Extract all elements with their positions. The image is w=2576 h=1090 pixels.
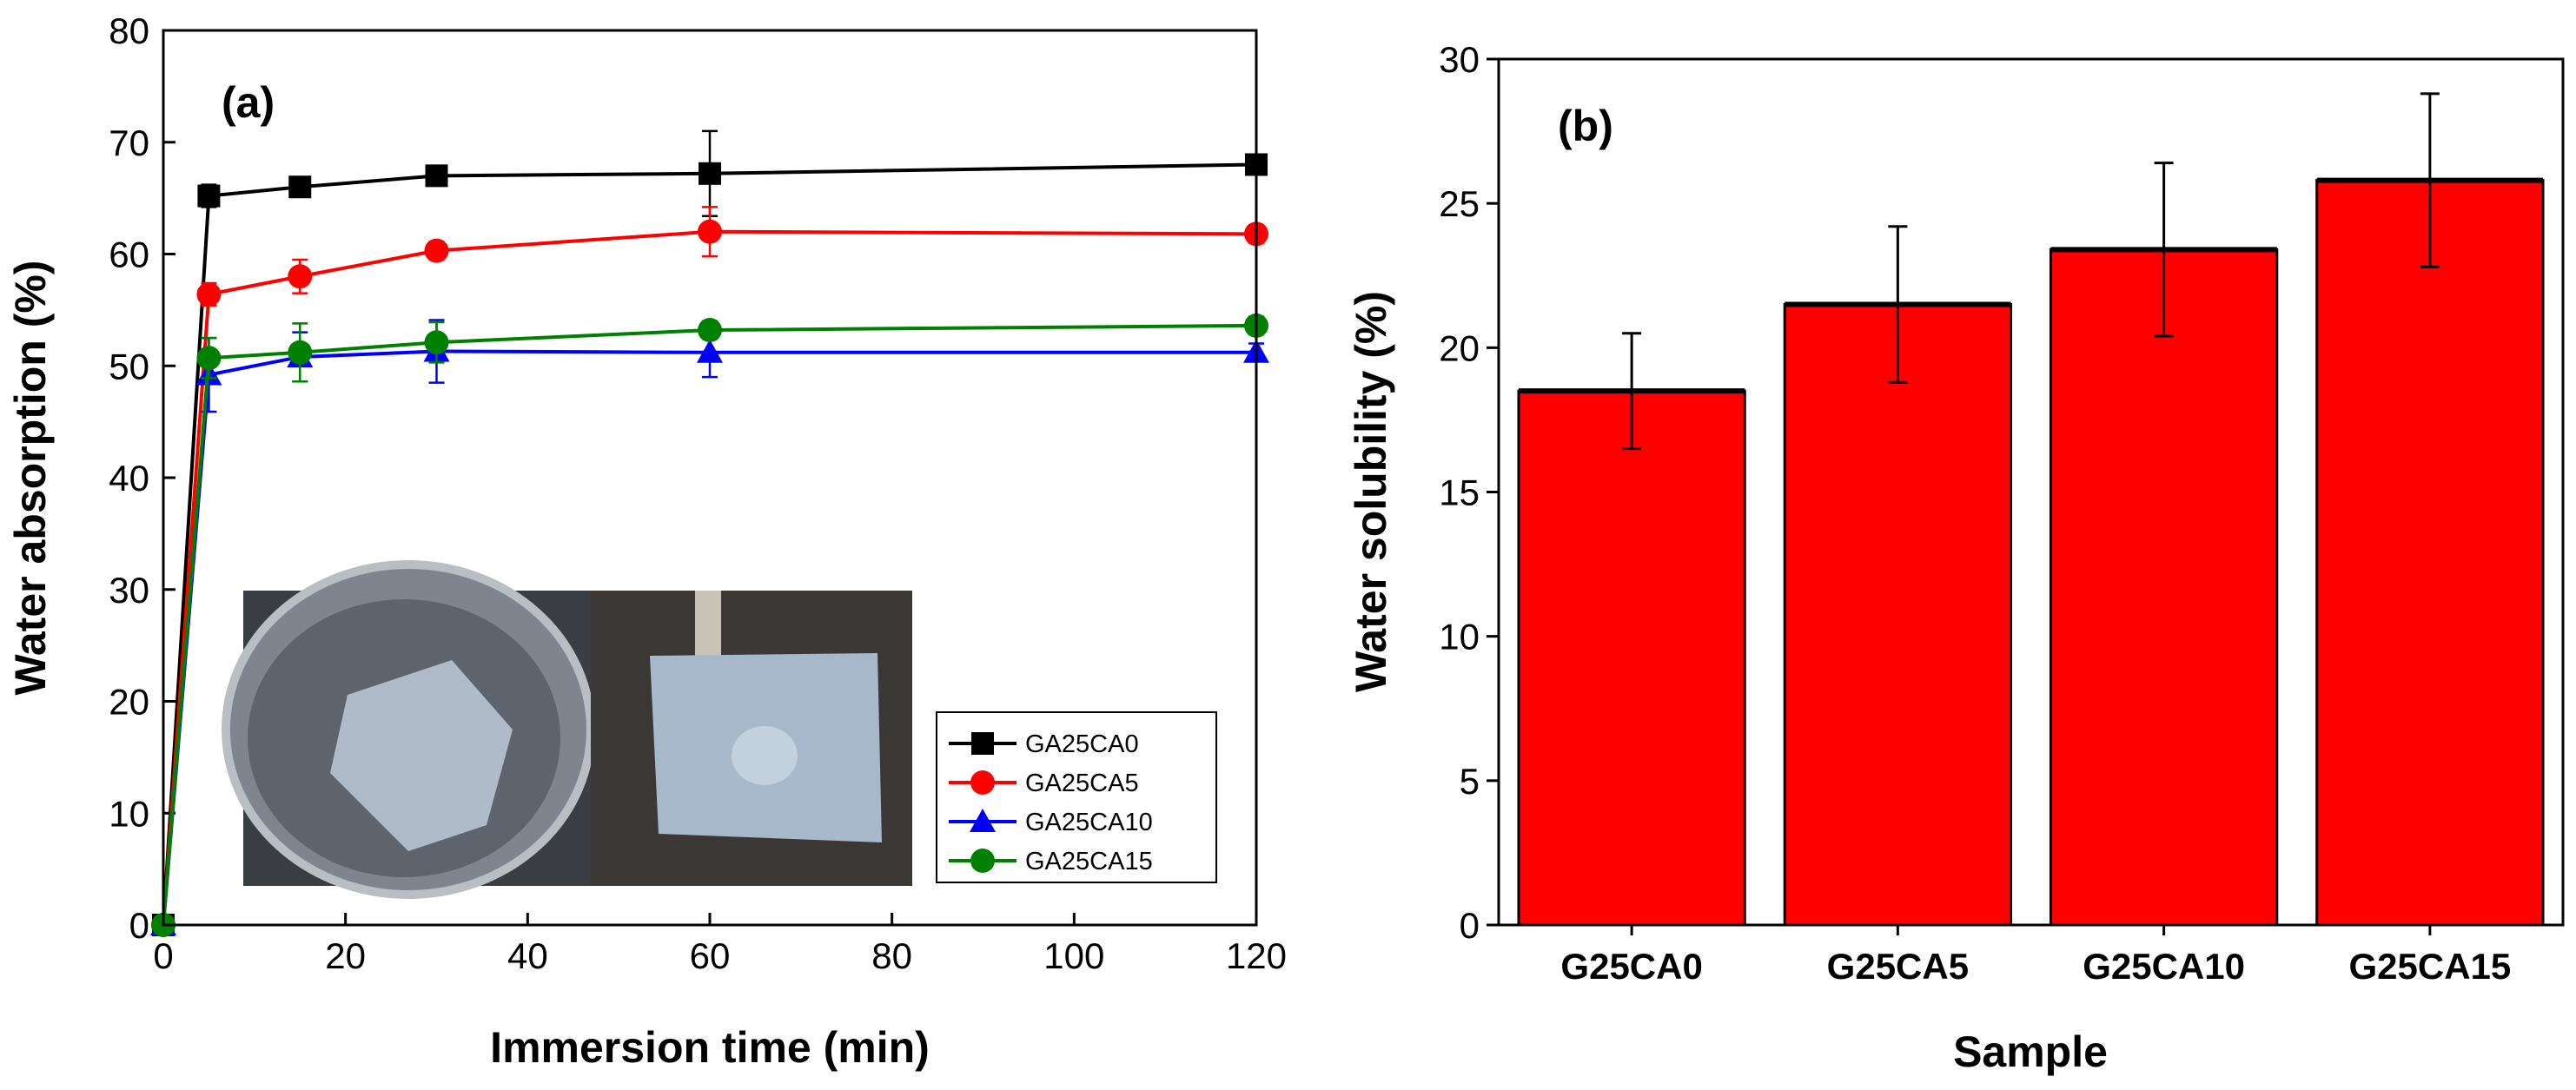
chart-b-y-axis-label: Water solubility (%) bbox=[1347, 291, 1395, 692]
x-tick-label: G25CA5 bbox=[1827, 946, 1969, 987]
y-tick-label: 0 bbox=[1460, 905, 1480, 946]
chart-a-y-axis-label: Water absorption (%) bbox=[6, 261, 55, 696]
data-point bbox=[697, 339, 723, 363]
legend-marker bbox=[970, 809, 996, 832]
x-tick-label: 120 bbox=[1226, 935, 1287, 976]
bar-G25CA0 bbox=[1517, 389, 1746, 927]
legend-marker bbox=[970, 770, 995, 795]
x-tick-label: 60 bbox=[690, 935, 731, 976]
y-tick-label: 25 bbox=[1439, 183, 1480, 224]
legend-label: GA25CA10 bbox=[1025, 809, 1153, 836]
y-tick-label: 20 bbox=[1439, 327, 1480, 368]
x-tick-label: 80 bbox=[871, 935, 912, 976]
chart-a-legend: GA25CA0 GA25CA5 GA25CA10 GA25CA15 bbox=[936, 711, 1217, 883]
y-tick-label: 60 bbox=[109, 235, 149, 275]
chart-b-panel-label: (b) bbox=[1558, 102, 1613, 150]
chart-b-x-axis-label: Sample bbox=[1953, 1027, 2108, 1076]
data-point bbox=[698, 318, 722, 343]
series-line-GA25CA5 bbox=[162, 229, 1257, 926]
x-tick-label: G25CA0 bbox=[1560, 946, 1702, 987]
data-point bbox=[425, 164, 448, 188]
series-line-GA25CA0 bbox=[162, 162, 1257, 926]
data-point bbox=[196, 281, 222, 307]
legend-marker bbox=[970, 849, 995, 873]
chart-b-frame bbox=[1497, 57, 2565, 927]
legend-label: GA25CA15 bbox=[1025, 848, 1153, 875]
data-point bbox=[288, 175, 312, 199]
y-tick-label: 10 bbox=[1439, 617, 1480, 657]
y-tick-label: 80 bbox=[109, 10, 149, 51]
bar-G25CA15 bbox=[2315, 179, 2545, 927]
data-point bbox=[288, 340, 313, 365]
chart-a-frame bbox=[162, 29, 1258, 927]
y-tick-label: 30 bbox=[109, 570, 149, 611]
y-tick-label: 5 bbox=[1460, 761, 1480, 802]
y-tick-label: 40 bbox=[109, 458, 149, 499]
x-tick-label: 20 bbox=[325, 935, 366, 976]
bar-G25CA10 bbox=[2049, 248, 2279, 927]
chart-b-ticks: G25CA0 G25CA5 G25CA10 G25CA15 0 5 10 15 20 25 30 bbox=[1439, 39, 2511, 987]
x-tick-label: 40 bbox=[507, 935, 548, 976]
y-tick-label: 10 bbox=[109, 793, 149, 834]
y-tick-label: 70 bbox=[109, 122, 149, 163]
data-point bbox=[197, 184, 221, 208]
data-point bbox=[424, 238, 449, 263]
chart-a-panel-label: (a) bbox=[222, 78, 275, 127]
data-point bbox=[424, 330, 449, 355]
legend-marker bbox=[971, 732, 994, 755]
chart-b: G25CA0 G25CA5 G25CA10 G25CA15 0 5 10 15 20 25 30 (… bbox=[1347, 39, 2565, 1076]
series-line-GA25CA15 bbox=[162, 323, 1257, 926]
x-tick-label: G25CA15 bbox=[2348, 946, 2511, 987]
data-point bbox=[196, 346, 222, 371]
chart-b-plot-area bbox=[1517, 92, 2545, 927]
data-point bbox=[699, 162, 721, 185]
data-point bbox=[698, 219, 722, 244]
chart-a: 0 20 40 60 80 100 120 0 10 20 30 40 50 60 70 80 (a) Imm… bbox=[6, 10, 1287, 1072]
y-tick-label: 50 bbox=[109, 346, 149, 386]
chart-a-plot-area bbox=[150, 129, 1269, 937]
inset-photos bbox=[222, 560, 912, 899]
x-tick-label: 0 bbox=[153, 935, 173, 976]
legend-label: GA25CA5 bbox=[1025, 770, 1139, 797]
bar-G25CA5 bbox=[1783, 302, 2013, 927]
data-point bbox=[288, 264, 313, 289]
chart-a-x-axis-label: Immersion time (min) bbox=[490, 1023, 930, 1072]
y-tick-label: 30 bbox=[1439, 39, 1480, 80]
legend-label: GA25CA0 bbox=[1025, 730, 1139, 758]
y-tick-label: 15 bbox=[1439, 472, 1480, 513]
x-tick-label: 100 bbox=[1043, 935, 1104, 976]
y-tick-label: 0 bbox=[129, 905, 149, 946]
y-tick-label: 20 bbox=[109, 682, 149, 723]
x-tick-label: G25CA10 bbox=[2083, 946, 2245, 987]
